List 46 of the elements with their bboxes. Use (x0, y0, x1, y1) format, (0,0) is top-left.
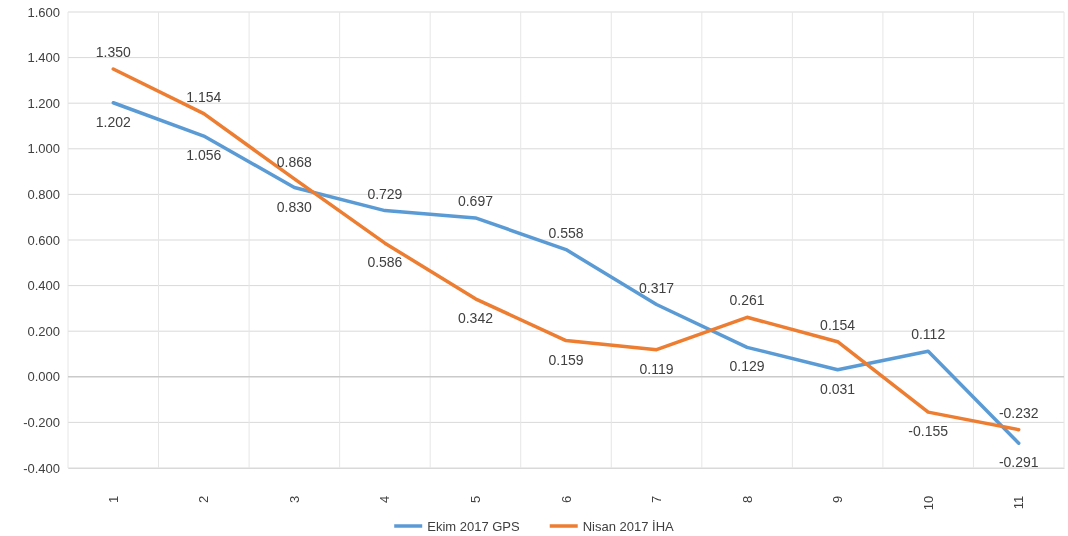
data-label: 0.031 (820, 380, 856, 397)
data-label: 1.154 (186, 88, 222, 105)
data-label: 0.830 (276, 198, 313, 215)
data-label: 1.056 (186, 147, 222, 164)
x-tick-label: 4 (377, 495, 393, 504)
y-tick-label: 1.000 (27, 141, 60, 157)
data-label: 0.261 (729, 292, 765, 309)
y-tick-label: 1.200 (27, 95, 60, 111)
y-tick-label: -0.200 (23, 415, 60, 431)
x-tick-label: 7 (649, 495, 665, 504)
data-label: -0.232 (998, 404, 1039, 421)
y-tick-label: 1.600 (27, 4, 60, 20)
data-label: -0.291 (998, 454, 1039, 471)
data-label: 0.729 (367, 185, 403, 202)
data-label: 1.202 (95, 113, 131, 130)
legend-label: Ekim 2017 GPS (427, 518, 521, 534)
y-tick-label: -0.400 (23, 460, 60, 476)
data-label: 0.342 (457, 309, 494, 326)
x-tick-label: 8 (739, 495, 755, 504)
data-label: 0.154 (820, 316, 856, 333)
y-tick-label: 1.400 (27, 50, 60, 66)
x-tick-label: 9 (830, 495, 846, 504)
data-label: 0.112 (911, 326, 946, 343)
data-label: 0.697 (457, 192, 494, 209)
data-label: 0.119 (639, 360, 674, 377)
data-label: 0.868 (276, 153, 313, 170)
legend-label: Nisan 2017 İHA (582, 518, 675, 534)
y-tick-label: 0.200 (27, 323, 60, 339)
x-tick-label: 6 (558, 495, 574, 504)
y-tick-label: 0.000 (27, 369, 60, 385)
x-tick-label: 10 (920, 495, 936, 511)
data-label: 0.317 (639, 279, 675, 296)
data-label: 0.586 (367, 254, 403, 271)
x-tick-label: 2 (196, 495, 212, 504)
y-tick-label: 0.400 (27, 278, 60, 294)
data-label: -0.155 (908, 423, 949, 440)
y-tick-label: 0.800 (27, 187, 60, 203)
data-label: 0.129 (729, 358, 765, 375)
x-tick-label: 11 (1011, 495, 1027, 510)
x-tick-label: 1 (105, 495, 121, 504)
data-label: 1.350 (95, 44, 131, 60)
data-label: 0.159 (548, 351, 584, 368)
y-tick-label: 0.600 (27, 232, 60, 248)
x-tick-label: 3 (286, 495, 302, 504)
data-label: 0.558 (548, 224, 584, 241)
x-tick-label: 5 (468, 495, 483, 504)
